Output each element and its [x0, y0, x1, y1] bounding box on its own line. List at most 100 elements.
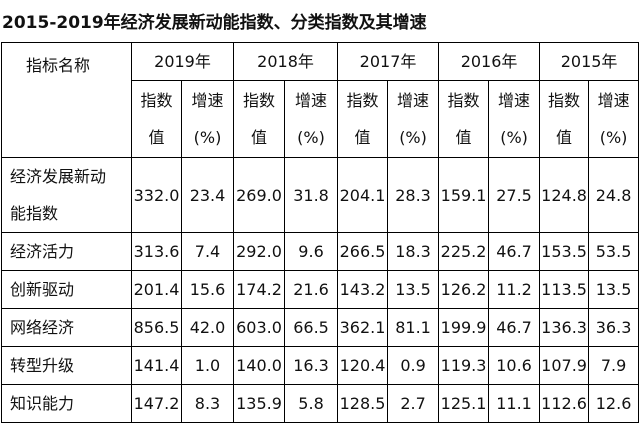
value-cell: 292.0	[233, 232, 286, 271]
value-cell: 113.5	[539, 270, 590, 309]
value-cell: 124.8	[539, 157, 590, 233]
value-cell: 24.8	[588, 157, 640, 233]
value-cell: 11.2	[488, 270, 541, 309]
value-cell: 119.3	[438, 346, 490, 385]
row-name: 创新驱动	[1, 270, 132, 309]
value-cell: 856.5	[131, 308, 182, 347]
value-cell: 11.1	[488, 384, 541, 423]
subheader-cell: 指数值	[539, 80, 590, 158]
value-cell: 128.5	[337, 384, 389, 423]
subheader-cell: 指数值	[131, 80, 182, 158]
value-cell: 46.7	[488, 308, 541, 347]
value-cell: 81.1	[387, 308, 440, 347]
year-header: 2017年	[337, 42, 440, 81]
subheader-cell: 增速 (%)	[588, 80, 640, 158]
value-cell: 1.0	[180, 346, 235, 385]
row-name: 经济活力	[1, 232, 132, 271]
value-cell: 21.6	[284, 270, 339, 309]
subheader-line: 指数	[243, 91, 276, 110]
subheader-cell: 增速 (%)	[284, 80, 339, 158]
corner-cell: 指标名称	[1, 42, 132, 158]
year-header: 2018年	[233, 42, 339, 81]
value-cell: 31.8	[284, 157, 339, 233]
subheader-cell: 增速 (%)	[180, 80, 235, 158]
value-cell: 46.7	[488, 232, 541, 271]
subheader-cell: 指数值	[337, 80, 389, 158]
subheader-row: 指数值增速 (%) 指数值增速 (%) 指数值增速 (%) 指数值增速 (%) 指数值增速 (%)	[2, 80, 640, 158]
value-cell: 23.4	[180, 157, 235, 233]
value-cell: 10.6	[488, 346, 541, 385]
value-cell: 15.6	[180, 270, 235, 309]
year-header: 2015年	[539, 42, 640, 81]
value-cell: 174.2	[233, 270, 286, 309]
value-cell: 362.1	[337, 308, 389, 347]
subheader-line: (%)	[599, 128, 628, 147]
subheader-cell: 增速 (%)	[387, 80, 440, 158]
value-cell: 135.9	[233, 384, 286, 423]
value-cell: 13.5	[588, 270, 640, 309]
value-cell: 313.6	[131, 232, 182, 271]
subheader-line: 值	[251, 128, 268, 147]
subheader-cell: 指数值	[438, 80, 490, 158]
subheader-line: 增速	[295, 91, 328, 110]
subheader-line: 指数	[447, 91, 480, 110]
subheader-line: (%)	[193, 128, 222, 147]
table-title: 2015-2019年经济发展新动能指数、分类指数及其增速	[2, 13, 427, 33]
subheader-line: 值	[148, 128, 165, 147]
subheader-line: 增速	[498, 91, 531, 110]
value-cell: 147.2	[131, 384, 182, 423]
subheader-cell: 指数值	[233, 80, 286, 158]
subheader-line: 值	[354, 128, 371, 147]
value-cell: 120.4	[337, 346, 389, 385]
value-cell: 140.0	[233, 346, 286, 385]
value-cell: 603.0	[233, 308, 286, 347]
row-name: 经济发展新动 能指数	[1, 157, 132, 233]
row-name-line: 经济活力	[10, 242, 75, 261]
subheader-line: 增速	[397, 91, 430, 110]
value-cell: 53.5	[588, 232, 640, 271]
value-cell: 42.0	[180, 308, 235, 347]
data-row: 经济活力 313.6 7.4 292.0 9.6 266.5 18.3 225.2 46.7 15…	[1, 232, 640, 271]
value-cell: 16.3	[284, 346, 339, 385]
value-cell: 0.9	[387, 346, 440, 385]
row-name-line: 知识能力	[10, 394, 75, 413]
value-cell: 159.1	[438, 157, 490, 233]
value-cell: 143.2	[337, 270, 389, 309]
data-row: 经济发展新动 能指数 332.0 23.4 269.0 31.8 204.1 28.3 159.…	[1, 157, 640, 233]
value-cell: 112.6	[539, 384, 590, 423]
value-cell: 66.5	[284, 308, 339, 347]
row-name-line: 经济发展新动	[10, 167, 107, 186]
subheader-line: 指数	[140, 91, 173, 110]
header-row: 指标名称 2019年 2018年 2017年 2016年 2015年	[1, 42, 640, 158]
data-table: 指标名称 2019年 2018年 2017年 2016年 2015年 指数值增速 (%) 指数值…	[1, 42, 640, 423]
value-cell: 266.5	[337, 232, 389, 271]
subheader-line: 值	[455, 128, 472, 147]
value-cell: 107.9	[539, 346, 590, 385]
subheader-line: 指数	[346, 91, 379, 110]
value-cell: 136.3	[539, 308, 590, 347]
value-cell: 125.1	[438, 384, 490, 423]
row-name: 知识能力	[1, 384, 132, 423]
row-name-line: 转型升级	[10, 356, 75, 375]
value-cell: 225.2	[438, 232, 490, 271]
value-cell: 141.4	[131, 346, 182, 385]
value-cell: 8.3	[180, 384, 235, 423]
subheader-line: (%)	[297, 128, 325, 147]
row-name-line: 网络经济	[10, 318, 75, 337]
row-name-line: 能指数	[10, 204, 59, 223]
corner-label: 指标名称	[26, 56, 91, 75]
data-row: 网络经济 856.5 42.0 603.0 66.5 362.1 81.1 199.9 46.7…	[1, 308, 640, 347]
value-cell: 7.4	[180, 232, 235, 271]
value-cell: 36.3	[588, 308, 640, 347]
value-cell: 27.5	[488, 157, 541, 233]
value-cell: 5.8	[284, 384, 339, 423]
data-row: 知识能力 147.2 8.3 135.9 5.8 128.5 2.7 125.1 11.1 112…	[1, 384, 640, 423]
year-header: 2019年	[130, 42, 235, 81]
row-name: 网络经济	[1, 308, 132, 347]
data-row: 创新驱动 201.4 15.6 174.2 21.6 143.2 13.5 126.2 11.2…	[1, 270, 640, 309]
value-cell: 28.3	[387, 157, 440, 233]
subheader-line: 指数	[548, 91, 581, 110]
subheader-line: 值	[556, 128, 573, 147]
value-cell: 126.2	[438, 270, 490, 309]
